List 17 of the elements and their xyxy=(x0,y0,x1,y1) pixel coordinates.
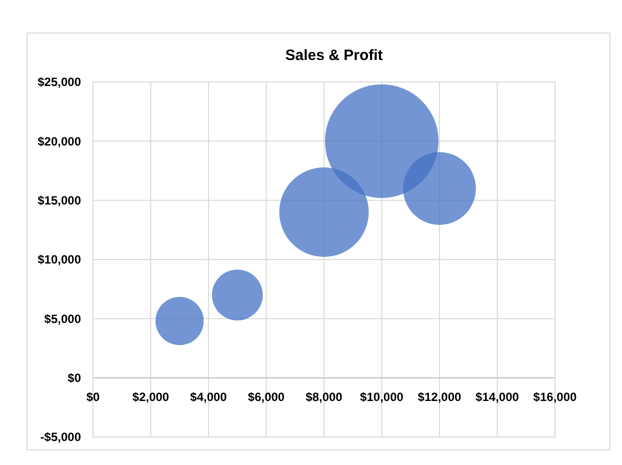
chart-title: Sales & Profit xyxy=(285,47,383,64)
x-tick-label: $2,000 xyxy=(132,390,170,404)
y-tick-label: $0 xyxy=(68,371,82,386)
y-tick-label: $15,000 xyxy=(38,194,82,208)
x-tick-label: $10,000 xyxy=(360,390,404,404)
x-tick-label: $0 xyxy=(86,390,100,404)
x-tick-label: $12,000 xyxy=(418,390,462,404)
x-tick-label: $6,000 xyxy=(248,390,285,404)
y-tick-label: $25,000 xyxy=(38,75,82,90)
x-tick-label: $14,000 xyxy=(476,390,520,404)
y-tick-label: $20,000 xyxy=(38,134,82,148)
y-tick-label: $5,000 xyxy=(44,312,82,326)
x-tick-label: $16,000 xyxy=(533,390,578,404)
y-tick-label: $10,000 xyxy=(38,252,82,267)
x-tick-label: $4,000 xyxy=(190,390,228,404)
y-tick-label: -$5,000 xyxy=(40,430,82,444)
x-tick-label: $8,000 xyxy=(306,390,343,404)
